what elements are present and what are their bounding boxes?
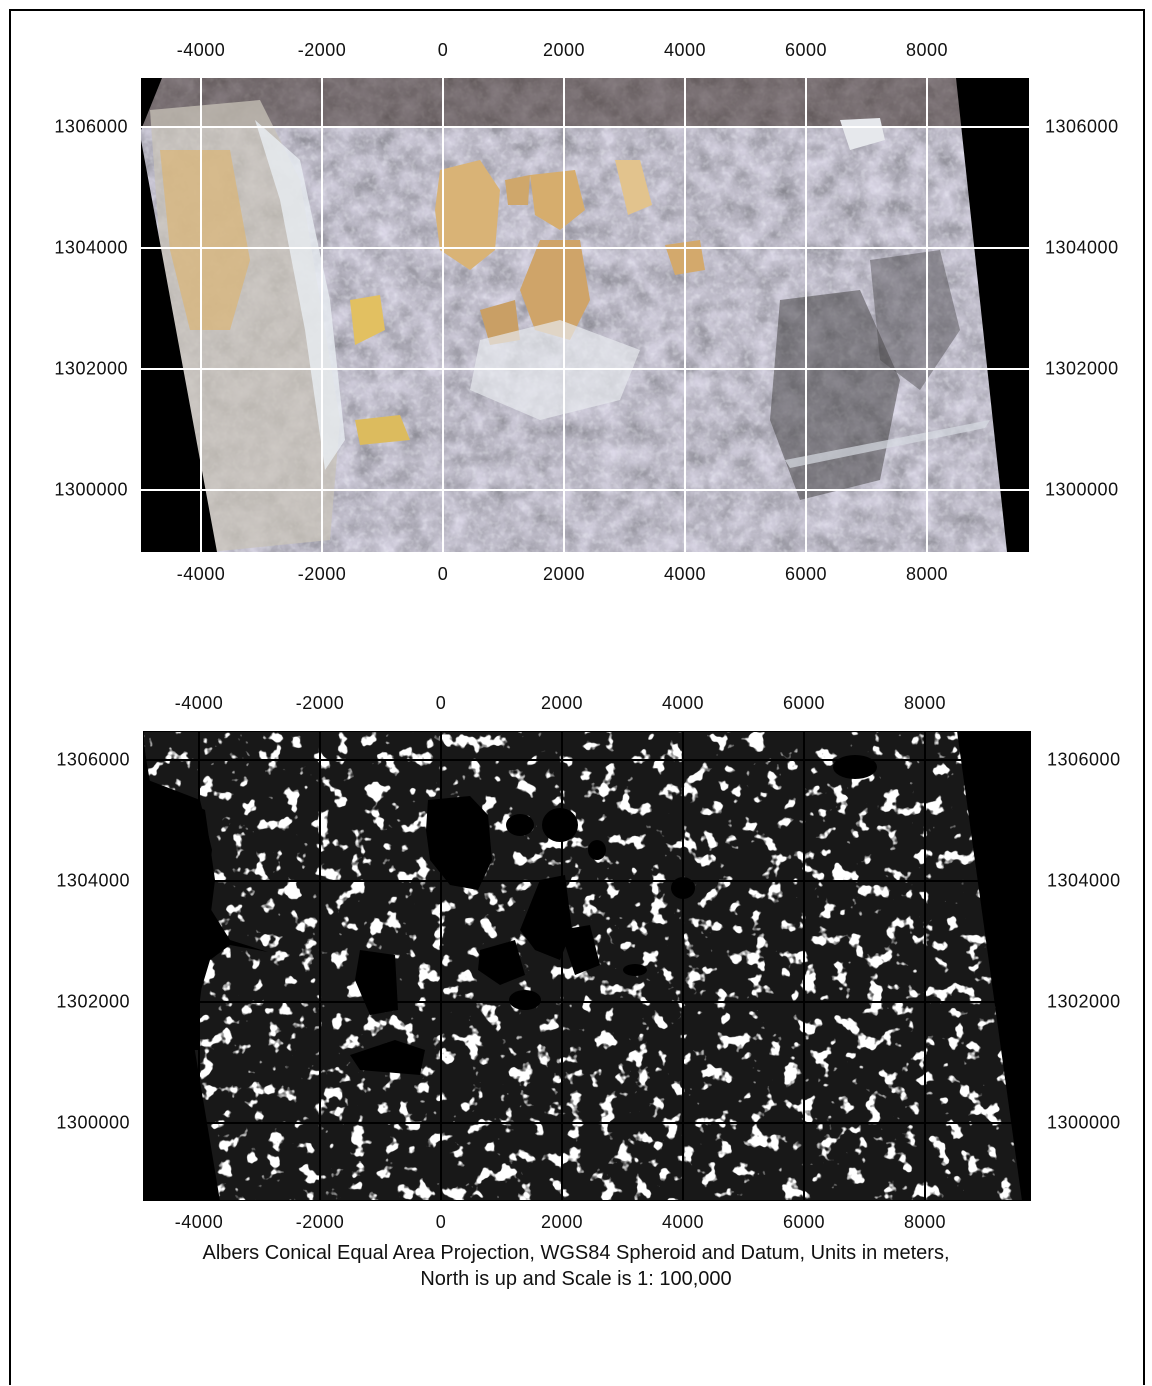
bottom_map-x-tick-top-2: 0 [435, 693, 447, 713]
bottom_map-y-tick-right-3: 1300000 [1047, 1112, 1121, 1133]
top_map-x-tick-bottom-0: -4000 [176, 564, 226, 584]
bottom-nodata-east [957, 731, 1031, 1201]
top-nodata-west [141, 78, 217, 552]
top_map-y-tick-left-1: 1304000 [54, 237, 128, 258]
bottom_map-y-tick-right-0: 1306000 [1047, 749, 1121, 770]
bottom_map-y-tick-left-2: 1302000 [56, 991, 130, 1012]
top_map-x-tick-top-2: 0 [437, 40, 449, 60]
bottom_map-x-tick-top-0: -4000 [174, 693, 224, 713]
bottom_map-x-tick-bottom-1: -2000 [295, 1212, 345, 1232]
bottom_map-x-tick-bottom-4: 4000 [661, 1212, 705, 1232]
bottom_map-x-tick-bottom-3: 2000 [540, 1212, 584, 1232]
top_map-y-tick-left-2: 1302000 [54, 358, 128, 379]
bottom_map-x-tick-bottom-5: 6000 [782, 1212, 826, 1232]
top_map-y-tick-left-0: 1306000 [54, 116, 128, 137]
top-nodata-east [956, 78, 1029, 552]
bottom_map-x-tick-top-4: 4000 [661, 693, 705, 713]
bottom_map-x-tick-bottom-2: 0 [435, 1212, 447, 1232]
top_map-x-tick-bottom-4: 4000 [663, 564, 707, 584]
bottom-grid [143, 731, 1031, 1201]
bottom_map-x-tick-top-3: 2000 [540, 693, 584, 713]
top_map-y-tick-right-2: 1302000 [1045, 358, 1119, 379]
map-caption: Albers Conical Equal Area Projection, WG… [0, 1240, 1152, 1292]
top_map-x-tick-bottom-5: 6000 [784, 564, 828, 584]
bottom_map-x-tick-top-5: 6000 [782, 693, 826, 713]
top_map-y-tick-right-0: 1306000 [1045, 116, 1119, 137]
bottom_map-y-tick-left-3: 1300000 [56, 1112, 130, 1133]
bottom-image-area [143, 731, 1031, 1201]
caption-line-2: North is up and Scale is 1: 100,000 [420, 1268, 732, 1290]
top-map-panel: -4000 -4000 -2000 -2000 0 0 2000 2000 4000 4000 60… [0, 0, 1152, 620]
top-satellite-image [141, 78, 1029, 552]
bottom_map-x-tick-bottom-0: -4000 [174, 1212, 224, 1232]
top_map-x-tick-top-5: 6000 [784, 40, 828, 60]
bottom_map-y-tick-left-0: 1306000 [56, 749, 130, 770]
top_map-x-tick-bottom-6: 8000 [905, 564, 949, 584]
top_map-x-tick-bottom-2: 0 [437, 564, 449, 584]
top_map-x-tick-top-1: -2000 [297, 40, 347, 60]
top_map-x-tick-bottom-1: -2000 [297, 564, 347, 584]
top_map-x-tick-top-4: 4000 [663, 40, 707, 60]
bottom_map-x-tick-top-6: 8000 [903, 693, 947, 713]
bottom-classification-map [143, 731, 1031, 1201]
top_map-x-tick-top-3: 2000 [542, 40, 586, 60]
bottom_map-y-tick-right-2: 1302000 [1047, 991, 1121, 1012]
bottom_map-y-tick-right-1: 1304000 [1047, 870, 1121, 891]
top_map-x-tick-bottom-3: 2000 [542, 564, 586, 584]
bottom_map-x-tick-top-1: -2000 [295, 693, 345, 713]
bottom-map-panel: -4000 -4000 -2000 -2000 0 0 2000 2000 4000 4000 60… [56, 693, 1121, 1232]
top_map-y-tick-right-1: 1304000 [1045, 237, 1119, 258]
caption-line-1: Albers Conical Equal Area Projection, WG… [202, 1242, 950, 1264]
top_map-x-tick-top-6: 8000 [905, 40, 949, 60]
top-grid [141, 78, 1029, 552]
figure-frame [9, 9, 1145, 1385]
top-image-area [141, 78, 1029, 552]
bottom_map-y-tick-left-1: 1304000 [56, 870, 130, 891]
top_map-x-tick-top-0: -4000 [176, 40, 226, 60]
top_map-y-tick-right-3: 1300000 [1045, 479, 1119, 500]
bottom_map-x-tick-bottom-6: 8000 [903, 1212, 947, 1232]
top_map-y-tick-left-3: 1300000 [54, 479, 128, 500]
